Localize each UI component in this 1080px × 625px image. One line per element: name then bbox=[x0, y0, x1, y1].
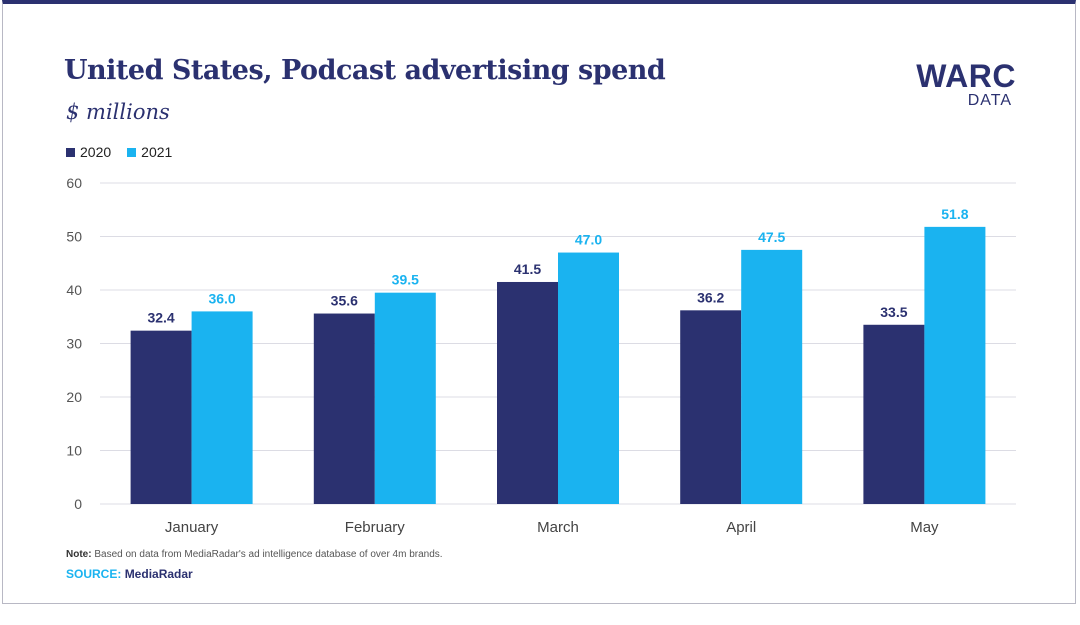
legend-swatch-2020 bbox=[66, 147, 75, 157]
y-tick-label: 20 bbox=[66, 389, 82, 405]
data-label-2021: 51.8 bbox=[941, 206, 968, 222]
chart-subtitle: $ millions bbox=[66, 100, 170, 124]
source-label: SOURCE: bbox=[66, 567, 122, 581]
y-tick-label: 0 bbox=[74, 496, 82, 512]
data-label-2020: 41.5 bbox=[514, 261, 541, 277]
data-label-2020: 32.4 bbox=[147, 310, 174, 326]
source-text: MediaRadar bbox=[124, 567, 193, 581]
x-tick-label: April bbox=[726, 519, 756, 536]
bar-2021 bbox=[741, 249, 803, 504]
y-tick-label: 10 bbox=[66, 443, 82, 459]
data-label-2021: 47.5 bbox=[758, 229, 785, 245]
x-tick-label: February bbox=[345, 519, 406, 536]
legend-item-2020: 2020 bbox=[66, 144, 111, 160]
data-label-2020: 33.5 bbox=[880, 304, 907, 320]
data-label-2021: 36.0 bbox=[208, 290, 235, 306]
y-tick-label: 50 bbox=[66, 229, 82, 245]
chart-title: United States, Podcast advertising spend bbox=[64, 55, 666, 86]
note-text: Based on data from MediaRadar's ad intel… bbox=[94, 549, 443, 560]
y-tick-label: 30 bbox=[66, 336, 82, 352]
bar-2020 bbox=[863, 324, 925, 504]
legend-label-2021: 2021 bbox=[141, 144, 173, 160]
bar-2020 bbox=[130, 330, 192, 504]
bar-2021 bbox=[191, 311, 253, 504]
logo-main-text: WARC bbox=[916, 58, 1016, 94]
chart-legend: 2020 2021 bbox=[66, 144, 188, 160]
data-label-2021: 47.0 bbox=[575, 232, 602, 248]
data-label-2021: 39.5 bbox=[392, 272, 419, 288]
data-label-2020: 36.2 bbox=[697, 289, 724, 305]
x-tick-label: January bbox=[165, 519, 219, 536]
legend-item-2021: 2021 bbox=[127, 144, 172, 160]
warc-logo: WARC DATA bbox=[916, 60, 1016, 110]
bar-2021 bbox=[924, 226, 986, 504]
chart-source: SOURCE: MediaRadar bbox=[66, 567, 193, 581]
bar-2020 bbox=[313, 313, 375, 504]
legend-label-2020: 2020 bbox=[80, 144, 112, 160]
data-label-2020: 35.6 bbox=[331, 293, 358, 309]
y-tick-label: 60 bbox=[66, 175, 82, 191]
legend-swatch-2021 bbox=[127, 147, 137, 157]
logo-sub-text: DATA bbox=[967, 92, 1012, 109]
bar-2021 bbox=[374, 292, 436, 504]
x-tick-label: March bbox=[537, 519, 579, 536]
bar-2021 bbox=[558, 252, 619, 504]
note-label: Note: bbox=[66, 549, 92, 560]
bar-2020 bbox=[497, 281, 558, 504]
bar-2020 bbox=[680, 310, 742, 504]
chart-note: Note: Based on data from MediaRadar's ad… bbox=[66, 549, 443, 560]
y-tick-label: 40 bbox=[66, 282, 82, 298]
x-tick-label: May bbox=[910, 519, 939, 536]
